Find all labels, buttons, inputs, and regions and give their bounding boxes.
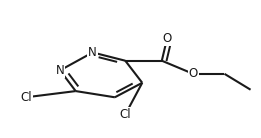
Text: Cl: Cl	[120, 108, 131, 121]
Text: N: N	[88, 46, 97, 59]
Text: N: N	[56, 64, 64, 77]
Text: Cl: Cl	[20, 91, 32, 104]
Text: O: O	[162, 32, 172, 45]
Text: O: O	[188, 67, 198, 80]
